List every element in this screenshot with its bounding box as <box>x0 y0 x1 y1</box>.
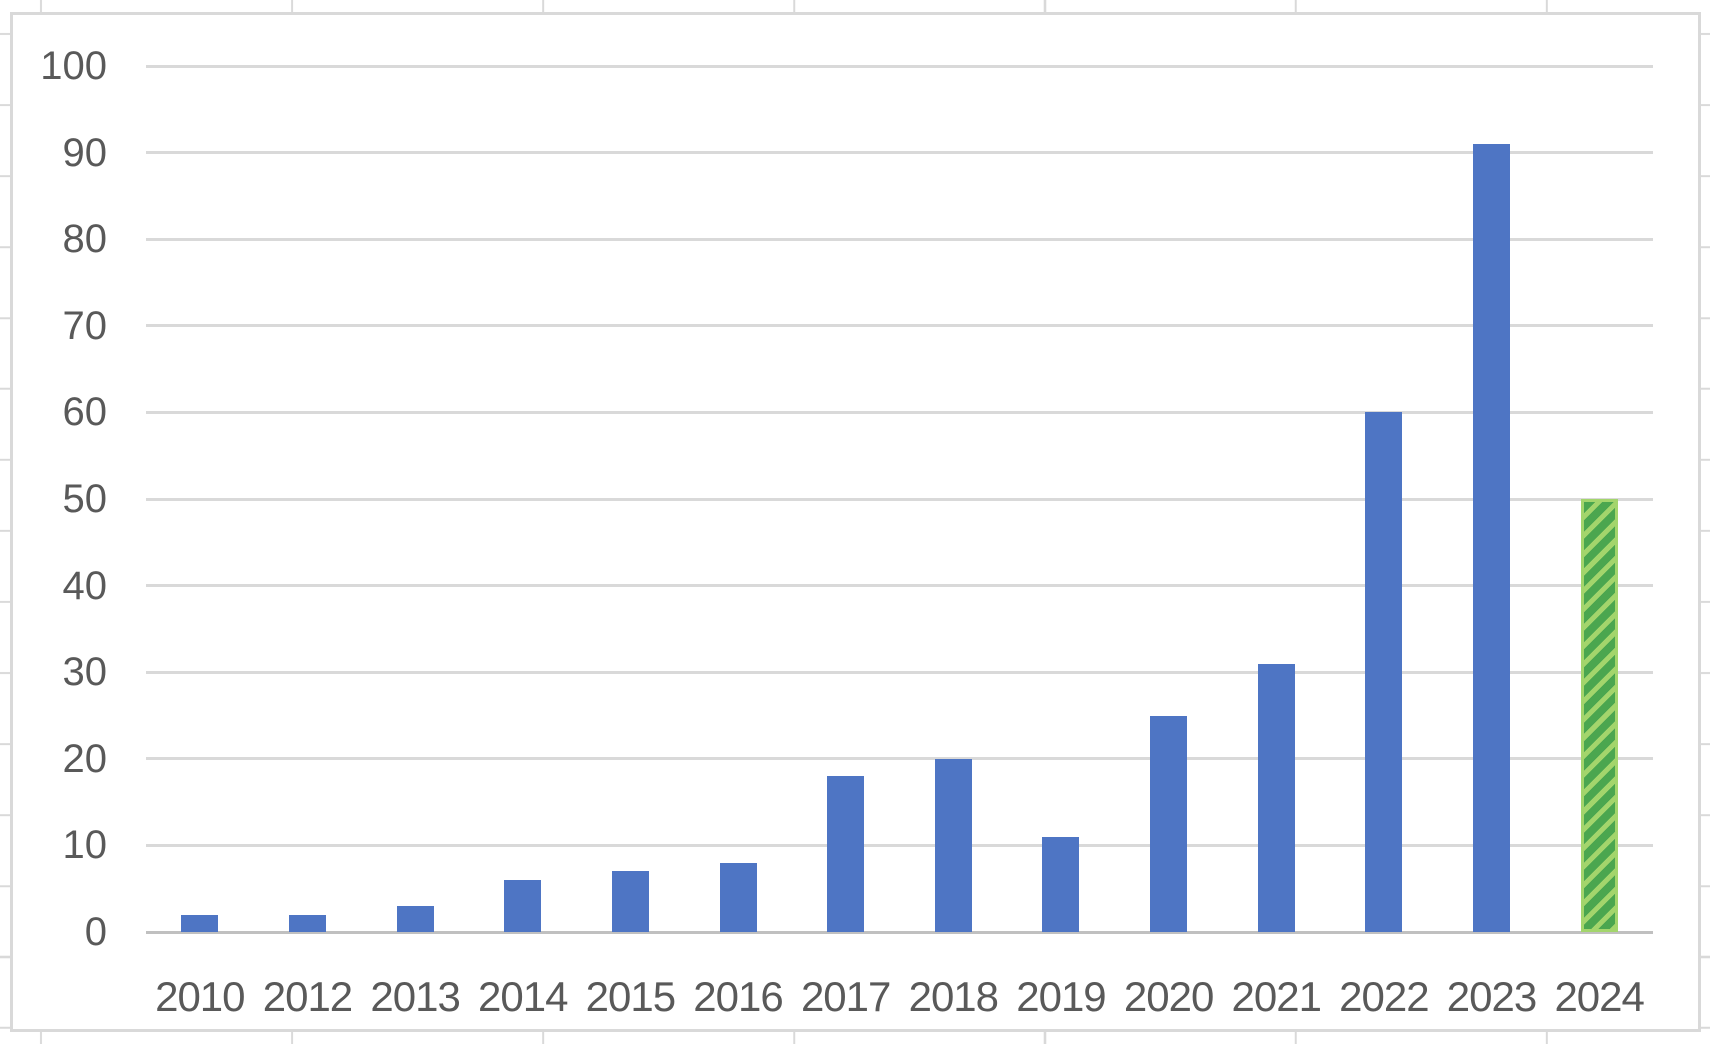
bar-2023[interactable] <box>1473 143 1511 932</box>
y-tick-label-50: 50 <box>62 477 108 521</box>
y-tick-label-30: 30 <box>62 650 108 695</box>
x-tick-label-2015: 2015 <box>585 973 676 1020</box>
bar-2019[interactable] <box>1042 836 1080 932</box>
y-tick-label-20: 20 <box>62 736 108 781</box>
bar-2024[interactable] <box>1580 499 1618 932</box>
x-tick-label-2019: 2019 <box>1016 973 1106 1020</box>
x-tick-label-2014: 2014 <box>478 973 568 1020</box>
bar-2017[interactable] <box>827 776 865 932</box>
y-tick-label-60: 60 <box>62 390 108 435</box>
gridline-y100 <box>146 64 1653 68</box>
y-tick-label-100: 100 <box>40 44 107 88</box>
x-tick-label-2010: 2010 <box>155 973 245 1020</box>
y-tick-label-40: 40 <box>62 563 108 608</box>
gridline-y90 <box>146 151 1653 155</box>
gridline-y70 <box>146 324 1653 328</box>
y-tick-label-0: 0 <box>84 910 107 954</box>
bar-2022[interactable] <box>1365 412 1403 932</box>
bar-2010[interactable] <box>181 914 219 932</box>
bar-2013[interactable] <box>396 906 434 932</box>
y-tick-label-80: 80 <box>62 217 108 262</box>
x-tick-label-2013: 2013 <box>370 973 460 1020</box>
bar-2021[interactable] <box>1257 663 1295 932</box>
gridline-y40 <box>146 584 1653 588</box>
y-tick-label-10: 10 <box>62 823 108 868</box>
x-tick-label-2023: 2023 <box>1446 973 1537 1020</box>
x-tick-label-2016: 2016 <box>693 973 783 1020</box>
x-tick-label-2012: 2012 <box>262 973 353 1020</box>
gridline-y60 <box>146 410 1653 414</box>
y-tick-label-70: 70 <box>62 303 108 348</box>
gridline-y50 <box>146 497 1653 501</box>
gridline-y80 <box>146 237 1653 241</box>
bar-2015[interactable] <box>611 871 649 932</box>
x-axis-line <box>146 930 1653 934</box>
chart-area[interactable]: 100 90 80 70 60 50 40 30 20 10 0 2010 2012 2013 2014 2… <box>10 12 1701 1032</box>
gridline-y30 <box>146 670 1653 674</box>
x-tick-label-2021: 2021 <box>1231 973 1322 1020</box>
x-tick-label-2022: 2022 <box>1339 973 1429 1020</box>
x-tick-label-2018: 2018 <box>908 973 999 1020</box>
x-tick-label-2020: 2020 <box>1123 973 1214 1020</box>
x-tick-label-2017: 2017 <box>800 973 891 1020</box>
gridline-y20 <box>146 757 1653 761</box>
bar-2020[interactable] <box>1150 715 1188 932</box>
bar-2014[interactable] <box>504 880 542 932</box>
x-tick-label-2024: 2024 <box>1554 973 1644 1020</box>
gridline-y10 <box>146 843 1653 847</box>
y-tick-label-90: 90 <box>62 130 108 175</box>
bar-2012[interactable] <box>288 914 326 932</box>
bar-2016[interactable] <box>719 862 757 932</box>
bar-2018[interactable] <box>934 758 972 932</box>
